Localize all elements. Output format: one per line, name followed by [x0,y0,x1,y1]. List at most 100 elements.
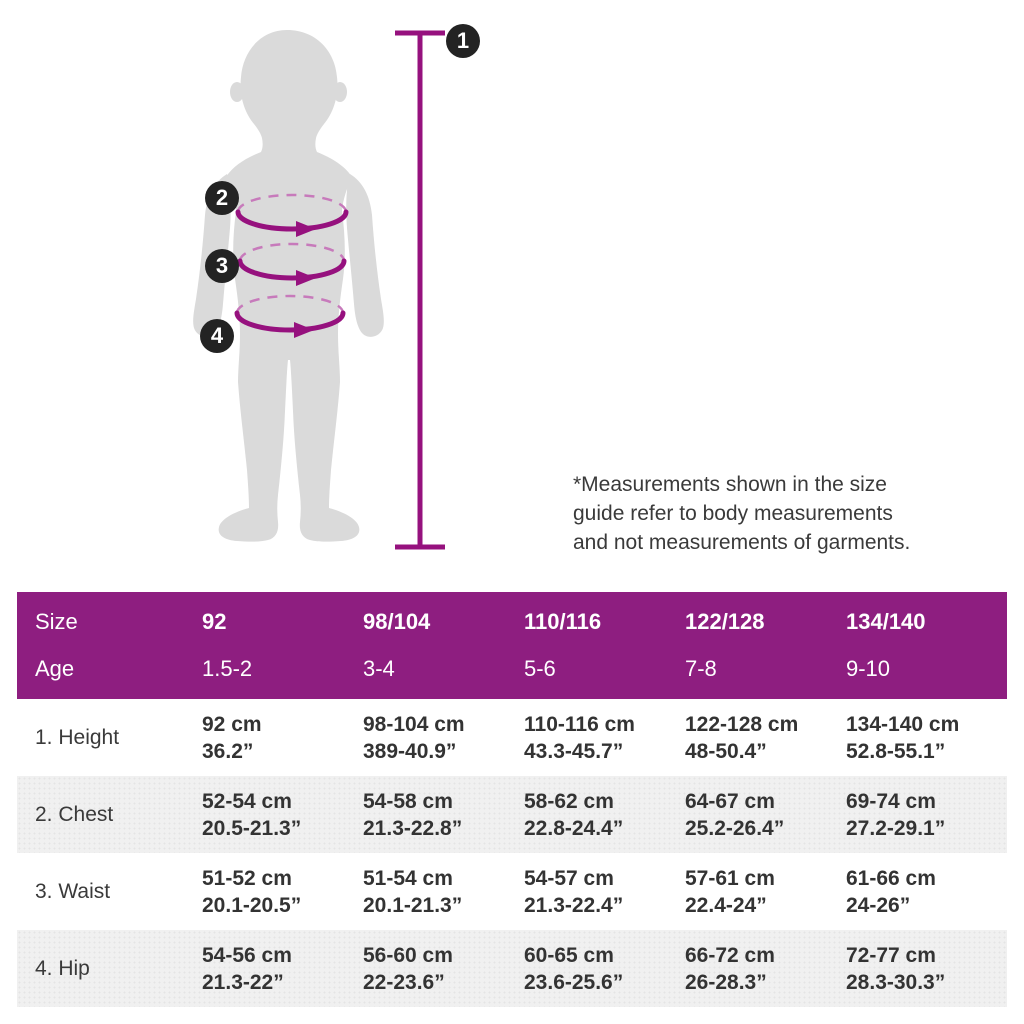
note-line: guide refer to body measurements [573,502,893,525]
inch-value: 48-50.4” [685,739,767,763]
chest-marker-badge: 2 [205,181,239,215]
inch-value: 24-26” [846,893,911,917]
cm-value: 52-54 cm [202,789,292,813]
table-cell: 57-61 cm 22.4-24” [685,865,846,919]
right-arm-shape [346,174,384,337]
table-cell: 54-58 cm 21.3-22.8” [363,788,524,842]
inch-value: 43.3-45.7” [524,739,624,763]
left-ear-shape [230,82,244,102]
waist-marker-badge: 3 [205,249,239,283]
inch-value: 36.2” [202,739,254,763]
table-cell: 64-67 cm 25.2-26.4” [685,788,846,842]
table-cell: 56-60 cm 22-23.6” [363,942,524,996]
table-cell: 58-62 cm 22.8-24.4” [524,788,685,842]
age-value: 5-6 [524,656,556,682]
size-header-row: Size 92 98/104 110/116 122/128 134/140 [17,609,1007,635]
cm-value: 51-52 cm [202,866,292,890]
body-shape [218,30,360,542]
age-value: 1.5-2 [202,656,253,682]
inch-value: 20.5-21.3” [202,816,302,840]
child-figure-svg [193,30,445,550]
chest-measure-ellipse [235,193,349,237]
inch-value: 52.8-55.1” [846,739,946,763]
inch-value: 22.4-24” [685,893,767,917]
size-value: 134/140 [846,608,926,634]
cm-value: 110-116 cm [524,712,635,736]
cm-value: 64-67 cm [685,789,775,813]
cm-value: 54-58 cm [363,789,453,813]
cm-value: 57-61 cm [685,866,775,890]
table-cell: 98-104 cm 389-40.9” [363,711,524,765]
inch-value: 389-40.9” [363,739,457,763]
cm-value: 61-66 cm [846,866,936,890]
row-label: 3. Waist [35,879,111,903]
cm-value: 98-104 cm [363,712,465,736]
cm-value: 134-140 cm [846,712,960,736]
cm-value: 56-60 cm [363,943,453,967]
table-cell: 54-56 cm 21.3-22” [202,942,363,996]
waist-arrow-icon [296,270,316,286]
child-silhouette [193,30,384,542]
height-measure-line [395,30,445,550]
table-row-hip: 4. Hip 54-56 cm 21.3-22” 56-60 cm 22-23.… [17,930,1007,1007]
table-row-height: 1. Height 92 cm 36.2” 98-104 cm 389-40.9… [17,699,1007,776]
size-row-label: Size [35,608,78,634]
size-table-header: Size 92 98/104 110/116 122/128 134/140 A… [17,592,1007,699]
table-cell: 61-66 cm 24-26” [846,865,1007,919]
cm-value: 72-77 cm [846,943,936,967]
note-line: and not measurements of garments. [573,531,911,554]
note-line: *Measurements shown in the size [573,473,887,496]
inch-value: 20.1-21.3” [363,893,463,917]
inch-value: 26-28.3” [685,970,767,994]
cm-value: 122-128 cm [685,712,799,736]
size-value: 92 [202,608,227,634]
inch-value: 27.2-29.1” [846,816,946,840]
table-cell: 66-72 cm 26-28.3” [685,942,846,996]
cm-value: 66-72 cm [685,943,775,967]
row-label: 1. Height [35,725,120,749]
cm-value: 54-56 cm [202,943,292,967]
size-value: 98/104 [363,608,431,634]
table-row-waist: 3. Waist 51-52 cm 20.1-20.5” 51-54 cm 20… [17,853,1007,930]
hip-arrow-icon [294,322,314,338]
age-value: 3-4 [363,656,395,682]
size-table: Size 92 98/104 110/116 122/128 134/140 A… [17,592,1007,1007]
inch-value: 25.2-26.4” [685,816,785,840]
cm-value: 92 cm [202,712,262,736]
cm-value: 60-65 cm [524,943,614,967]
table-cell: 52-54 cm 20.5-21.3” [202,788,363,842]
hip-marker-badge: 4 [200,319,234,353]
table-cell: 122-128 cm 48-50.4” [685,711,846,765]
table-cell: 110-116 cm 43.3-45.7” [524,711,685,765]
table-cell: 134-140 cm 52.8-55.1” [846,711,1007,765]
inch-value: 21.3-22.4” [524,893,624,917]
table-cell: 92 cm 36.2” [202,711,363,765]
inch-value: 22-23.6” [363,970,445,994]
row-label: 2. Chest [35,802,114,826]
size-value: 110/116 [524,608,602,634]
table-cell: 69-74 cm 27.2-29.1” [846,788,1007,842]
measurement-diagram: 1 2 3 4 [0,0,520,580]
table-cell: 54-57 cm 21.3-22.4” [524,865,685,919]
age-value: 9-10 [846,656,891,682]
table-cell: 72-77 cm 28.3-30.3” [846,942,1007,996]
waist-measure-ellipse [237,242,347,286]
measurement-note: *Measurements shown in the size guide re… [573,470,973,557]
table-cell: 51-52 cm 20.1-20.5” [202,865,363,919]
row-label: 4. Hip [35,956,90,980]
table-cell: 60-65 cm 23.6-25.6” [524,942,685,996]
chest-arrow-icon [296,221,316,237]
inch-value: 21.3-22.8” [363,816,463,840]
age-value: 7-8 [685,656,717,682]
hip-measure-ellipse [234,294,346,338]
height-marker-badge: 1 [446,24,480,58]
cm-value: 69-74 cm [846,789,936,813]
inch-value: 20.1-20.5” [202,893,302,917]
table-row-chest: 2. Chest 52-54 cm 20.5-21.3” 54-58 cm 21… [17,776,1007,853]
age-header-row: Age 1.5-2 3-4 5-6 7-8 9-10 [17,656,1007,682]
inch-value: 23.6-25.6” [524,970,624,994]
cm-value: 51-54 cm [363,866,453,890]
inch-value: 22.8-24.4” [524,816,624,840]
cm-value: 54-57 cm [524,866,614,890]
